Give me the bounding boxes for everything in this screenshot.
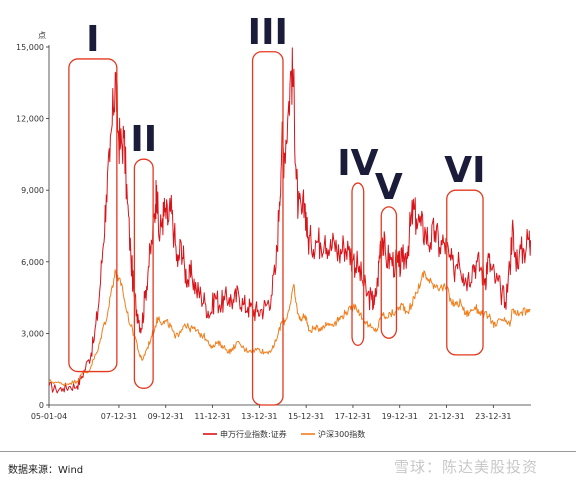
series-line-1 bbox=[48, 47, 531, 394]
x-tick-label: 05-01-04 bbox=[31, 412, 67, 421]
period-box-5 bbox=[380, 206, 398, 339]
y-tick-label: 9,000 bbox=[21, 186, 44, 195]
x-tick-label: 21-12-31 bbox=[428, 412, 464, 421]
x-tick-label: 15-12-31 bbox=[288, 412, 324, 421]
legend-label-2: 沪深300指数 bbox=[318, 429, 365, 439]
legend: 申万行业指数:证券 沪深300指数 bbox=[203, 429, 365, 439]
y-tick-label: 3,000 bbox=[21, 329, 44, 338]
period-box-4 bbox=[351, 182, 365, 346]
y-unit-label: 点 bbox=[38, 31, 46, 40]
y-tick-label: 12,000 bbox=[16, 115, 44, 124]
axes: 点 0 3,000 6,000 9,000 12,000 15,000 05-01-04 07-… bbox=[16, 31, 531, 421]
y-tick-label: 15,000 bbox=[16, 43, 44, 52]
period-label-6: VI bbox=[444, 150, 485, 191]
x-tick-label: 11-12-31 bbox=[194, 412, 230, 421]
period-box-6 bbox=[446, 189, 484, 356]
series-line-2 bbox=[48, 269, 531, 387]
source-divider bbox=[0, 451, 576, 452]
period-label-4: IV bbox=[337, 143, 378, 184]
x-tick-label: 07-12-31 bbox=[101, 412, 137, 421]
watermark: 雪球：陈达美股投资 bbox=[394, 458, 539, 476]
period-label-1: I bbox=[86, 19, 99, 60]
period-box-2 bbox=[133, 158, 154, 389]
period-box-1 bbox=[68, 58, 118, 373]
period-box-3 bbox=[251, 51, 284, 406]
series-group bbox=[48, 47, 531, 394]
legend-label-1: 申万行业指数:证券 bbox=[220, 429, 287, 439]
y-tick-label: 0 bbox=[39, 401, 44, 410]
chart: 点 0 3,000 6,000 9,000 12,000 15,000 05-01-04 07-… bbox=[16, 12, 531, 439]
x-tick-label: 23-12-31 bbox=[475, 412, 511, 421]
y-tick-label: 6,000 bbox=[21, 258, 44, 267]
period-label-2: II bbox=[130, 119, 157, 160]
x-tick-label: 19-12-31 bbox=[382, 412, 418, 421]
x-tick-label: 17-12-31 bbox=[335, 412, 371, 421]
x-tick-label: 13-12-31 bbox=[241, 412, 277, 421]
x-tick-label: 09-12-31 bbox=[148, 412, 184, 421]
source-note: 数据来源：Wind bbox=[8, 465, 84, 476]
period-label-3: III bbox=[248, 12, 288, 53]
period-label-5: V bbox=[375, 167, 403, 208]
